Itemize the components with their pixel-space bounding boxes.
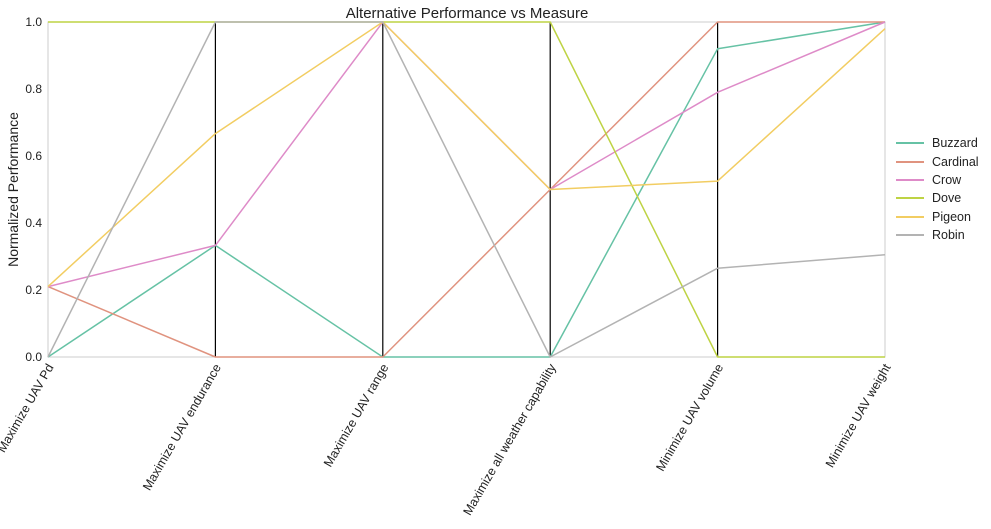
legend-label: Cardinal — [932, 154, 979, 169]
x-tick-label: Minimize UAV weight — [823, 361, 894, 470]
series-line-dove — [48, 21, 885, 358]
x-tick-label: Maximize UAV endurance — [140, 361, 224, 492]
y-tick-labels: 0.0 0.2 0.4 0.6 0.8 1.0 — [25, 15, 42, 364]
series-line-buzzard — [47, 21, 886, 358]
legend-label: Buzzard — [932, 136, 978, 151]
series-line-pigeon — [47, 21, 886, 288]
legend-item-buzzard: Buzzard — [896, 134, 991, 152]
legend-swatch — [896, 160, 924, 163]
legend-item-pigeon: Pigeon — [896, 208, 991, 226]
y-tick-label: 1.0 — [25, 15, 42, 29]
legend-label: Pigeon — [932, 209, 971, 224]
chart-title: Alternative Performance vs Measure — [346, 5, 589, 22]
legend-swatch — [896, 234, 924, 237]
legend-swatch — [896, 215, 924, 218]
y-tick-label: 0.8 — [25, 82, 42, 96]
legend-item-dove: Dove — [896, 189, 991, 207]
series-line-crow — [47, 21, 886, 288]
legend-label: Robin — [932, 228, 965, 243]
series-line-cardinal — [47, 21, 885, 358]
x-tick-label: Minimize UAV volume — [653, 361, 726, 473]
legend-item-robin: Robin — [896, 226, 991, 244]
legend-swatch — [896, 178, 924, 181]
legend: Buzzard Cardinal Crow Dove Pigeon Robin — [896, 134, 991, 244]
series-lines — [47, 21, 886, 358]
y-axis-label: Normalized Performance — [5, 112, 21, 267]
y-tick-label: 0.4 — [25, 216, 42, 230]
legend-label: Dove — [932, 191, 962, 206]
y-tick-label: 0.0 — [25, 350, 42, 364]
y-tick-label: 0.2 — [25, 283, 42, 297]
x-tick-label: Maximize UAV range — [321, 361, 391, 469]
legend-swatch — [896, 142, 924, 145]
legend-swatch — [896, 197, 924, 200]
legend-item-cardinal: Cardinal — [896, 152, 991, 170]
y-tick-label: 0.6 — [25, 149, 42, 163]
legend-item-crow: Crow — [896, 171, 991, 189]
x-tick-labels: Maximize UAV Pd Maximize UAV endurance Max… — [0, 361, 894, 518]
series-line-robin — [47, 21, 886, 358]
x-tick-label: Maximize UAV Pd — [0, 361, 57, 454]
legend-label: Crow — [932, 172, 962, 187]
x-tick-label: Maximize all weather capability — [461, 361, 560, 518]
